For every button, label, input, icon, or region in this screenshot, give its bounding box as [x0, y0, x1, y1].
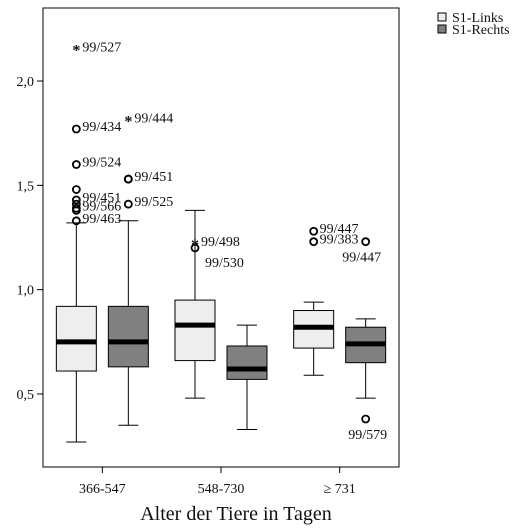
- outlier-point: [310, 228, 317, 235]
- outlier-label: 99/525: [134, 195, 173, 210]
- outlier-point: [362, 238, 369, 245]
- box-iqr: [175, 300, 215, 361]
- y-tick-label: 1,5: [17, 179, 35, 194]
- outlier-label: 99/447: [342, 251, 381, 266]
- x-tick-label: ≥ 731: [324, 482, 356, 497]
- outlier-point: [73, 186, 80, 193]
- legend-label: S1-Rechts: [452, 23, 510, 38]
- outlier-label: 99/524: [82, 155, 121, 170]
- outlier-point: [73, 126, 80, 133]
- box-rechts: [108, 221, 148, 425]
- x-axis-title: Alter der Tiere in Tagen: [140, 503, 332, 525]
- outlier-label: 99/530: [205, 256, 244, 271]
- outlier-label: 99/383: [320, 233, 359, 248]
- outlier-label: 99/451: [134, 170, 173, 185]
- outlier-point: [310, 238, 317, 245]
- outlier-label: 99/463: [82, 212, 121, 227]
- box-rechts: [346, 319, 386, 398]
- outlier-star: *: [72, 43, 80, 60]
- box-links: [294, 302, 334, 375]
- x-tick-label: 548-730: [198, 482, 245, 497]
- box-links: [56, 223, 96, 442]
- y-axis: 0,5 1,0 1,5 2,0: [17, 75, 44, 403]
- y-tick-label: 0,5: [17, 388, 35, 403]
- legend-swatch: [438, 13, 446, 21]
- outlier-point: [362, 416, 369, 423]
- outlier-point: [73, 161, 80, 168]
- x-axis: 366-547 548-730 ≥ 731: [79, 467, 356, 497]
- y-tick-label: 2,0: [17, 75, 35, 90]
- box-iqr: [56, 306, 96, 371]
- outlier-label: 99/444: [134, 112, 173, 127]
- legend-swatch: [438, 25, 446, 33]
- outlier-label: 99/434: [82, 120, 121, 135]
- outlier-label: 99/498: [201, 235, 240, 250]
- outlier-point: [125, 201, 132, 208]
- outlier-point: [125, 176, 132, 183]
- box-iqr: [108, 306, 148, 367]
- y-tick-label: 1,0: [17, 284, 35, 299]
- box-rechts: [227, 325, 267, 429]
- outlier-label: 99/527: [82, 41, 121, 56]
- box-iqr: [227, 346, 267, 379]
- outlier-label: 99/579: [348, 428, 387, 443]
- x-tick-label: 366-547: [79, 482, 126, 497]
- outlier-star: *: [124, 114, 132, 131]
